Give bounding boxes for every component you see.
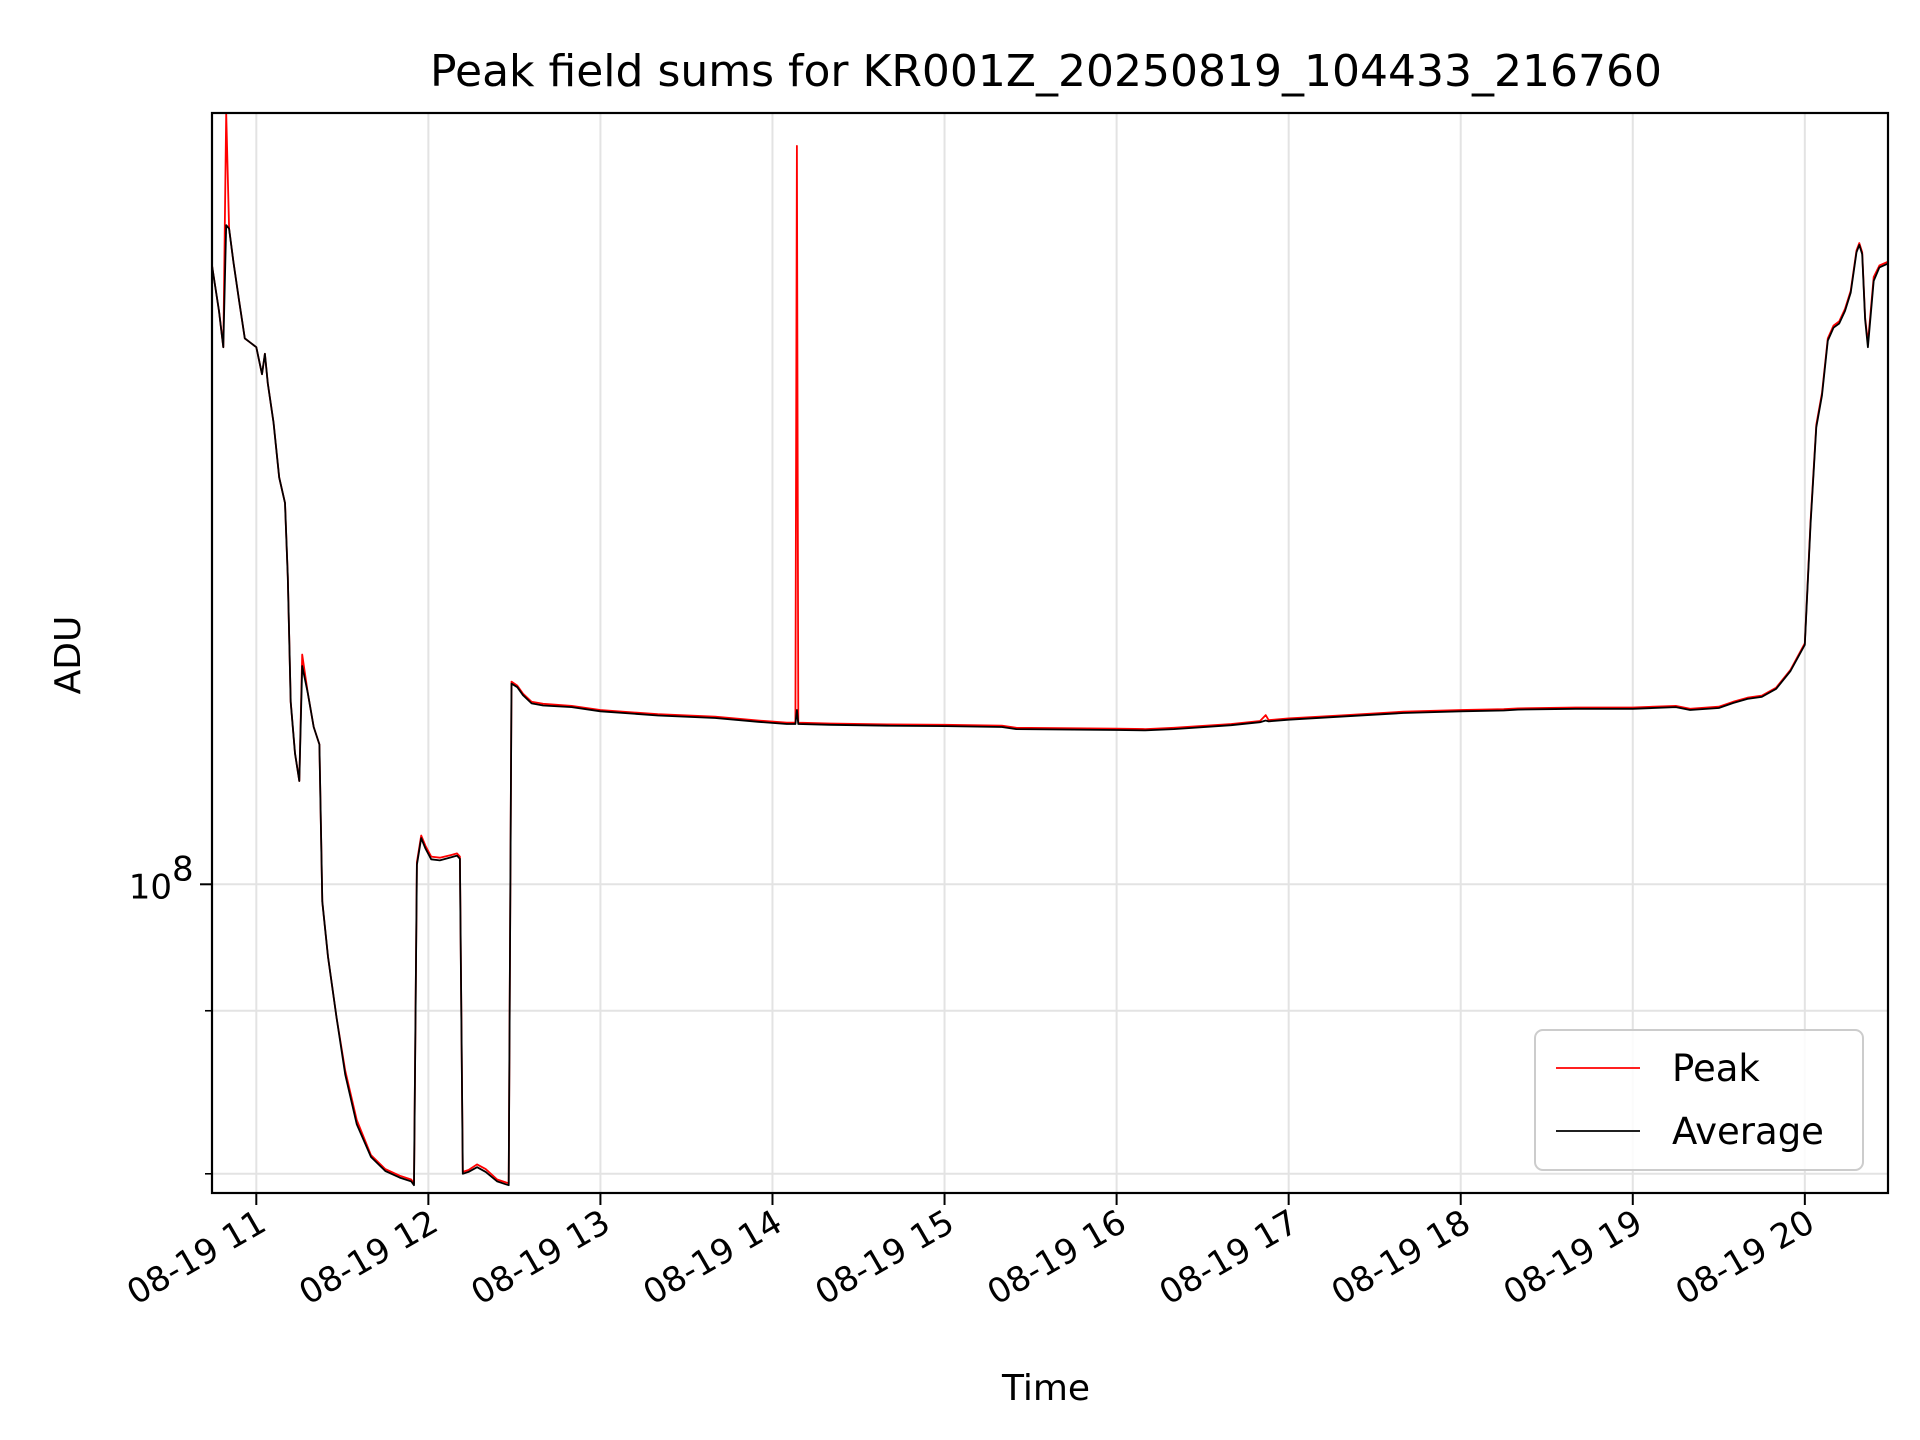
legend-label-peak: Peak xyxy=(1672,1047,1760,1090)
legend-label-average: Average xyxy=(1672,1110,1824,1153)
legend-box xyxy=(1534,1029,1864,1171)
y-tick-label-0: 10 xyxy=(129,867,172,907)
x-axis-label: Time xyxy=(1001,1368,1090,1409)
y-tick-label-exponent-0: 8 xyxy=(172,849,194,889)
chart-title: Peak field sums for KR001Z_20250819_1044… xyxy=(430,46,1662,97)
legend: Peak Average xyxy=(1534,1029,1864,1171)
y-axis-label: ADU xyxy=(48,616,89,695)
grid-layer xyxy=(212,113,1888,1193)
plot-frame xyxy=(210,111,1890,1195)
series-line-average xyxy=(211,224,1889,1187)
series-layer xyxy=(211,112,1889,1187)
